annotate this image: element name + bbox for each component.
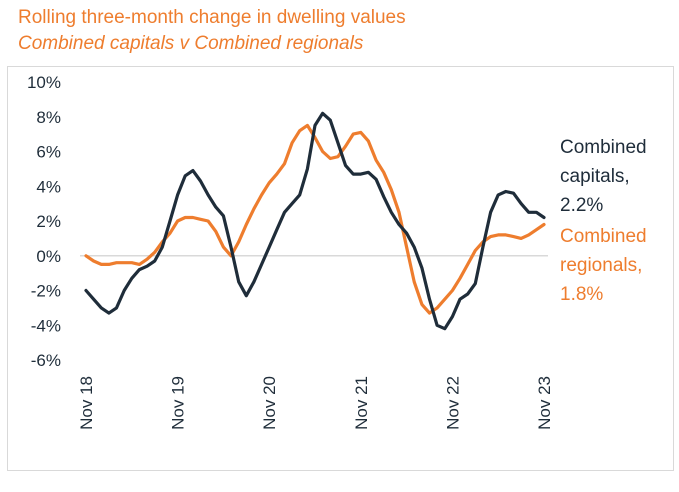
- regionals-label-line-1: Combined: [560, 226, 647, 247]
- x-tick-label: Nov 23: [535, 376, 554, 430]
- capitals-label-line-2: capitals,: [560, 166, 630, 187]
- regionals-label-line-2: regionals,: [560, 255, 643, 276]
- chart-subtitle: Combined capitals v Combined regionals: [18, 33, 364, 54]
- capitals-label-line-1: Combined: [560, 137, 647, 158]
- y-tick-label: 2%: [36, 212, 61, 231]
- x-tick-label: Nov 20: [260, 376, 279, 430]
- x-tick-label: Nov 19: [169, 376, 188, 430]
- series-label-capitals: Combined capitals, 2.2%: [560, 133, 647, 220]
- y-tick-label: 0%: [36, 247, 61, 266]
- capitals-label-value: 2.2%: [560, 195, 604, 216]
- series-line-capitals: [84, 111, 546, 331]
- series-label-regionals: Combined regionals, 1.8%: [560, 222, 647, 309]
- x-tick-label: Nov 18: [77, 376, 96, 430]
- y-tick-label: -4%: [31, 316, 61, 335]
- y-tick-label: 10%: [27, 73, 61, 92]
- chart-title: Rolling three-month change in dwelling v…: [18, 7, 406, 28]
- y-tick-label: 6%: [36, 143, 61, 162]
- chart-frame: [7, 66, 674, 471]
- y-tick-label: 4%: [36, 177, 61, 196]
- x-tick-label: Nov 21: [352, 376, 371, 430]
- x-tick-label: Nov 22: [443, 376, 462, 430]
- y-tick-label: -6%: [31, 351, 61, 370]
- y-tick-label: 8%: [36, 108, 61, 127]
- y-tick-label: -2%: [31, 282, 61, 301]
- regionals-label-value: 1.8%: [560, 284, 604, 305]
